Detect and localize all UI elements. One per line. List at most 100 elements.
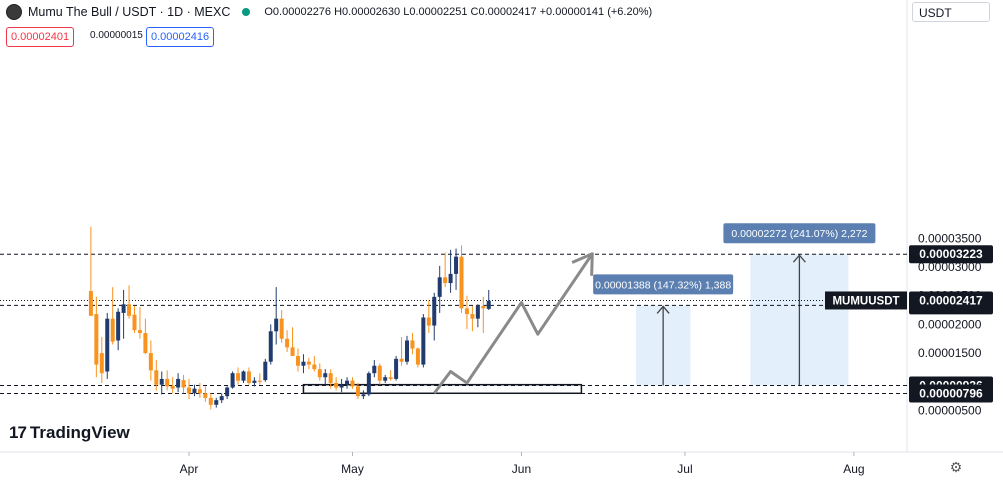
candle-body[interactable] <box>372 365 377 374</box>
candle-body[interactable] <box>170 385 175 389</box>
candle-body[interactable] <box>203 393 208 398</box>
candle-body[interactable] <box>137 330 142 334</box>
candle-body[interactable] <box>339 384 344 388</box>
candle-body[interactable] <box>464 308 469 315</box>
candle-body[interactable] <box>394 358 399 379</box>
candle-body[interactable] <box>132 314 137 331</box>
symbol-tag <box>825 291 907 310</box>
candle-body[interactable] <box>88 291 93 316</box>
candle-body[interactable] <box>383 377 388 381</box>
last-price-tag <box>909 291 993 310</box>
candle-body[interactable] <box>110 318 115 342</box>
candle-body[interactable] <box>187 387 191 394</box>
candle-body[interactable] <box>443 277 448 284</box>
candle-body[interactable] <box>317 369 322 378</box>
candle-body[interactable] <box>290 347 295 356</box>
candle-body[interactable] <box>296 355 300 366</box>
candle-body[interactable] <box>165 378 170 387</box>
candle-body[interactable] <box>328 373 333 383</box>
candle-body[interactable] <box>241 371 246 381</box>
price-range-label-box <box>723 223 876 244</box>
candle-body[interactable] <box>399 358 404 362</box>
candle-body[interactable] <box>486 300 491 309</box>
candle-body[interactable] <box>388 377 393 379</box>
candle-body[interactable] <box>176 378 181 388</box>
candle-body[interactable] <box>426 317 431 326</box>
y-tick-label: 0.00002000 <box>918 317 982 331</box>
candle-body[interactable] <box>421 317 426 365</box>
candle-body[interactable] <box>257 380 262 382</box>
candle-body[interactable] <box>312 364 317 370</box>
tradingview-name: TradingView <box>29 423 130 442</box>
candle-body[interactable] <box>377 365 382 381</box>
currency-selector[interactable]: USDT <box>912 2 990 22</box>
candle-body[interactable] <box>214 400 219 405</box>
candle-body[interactable] <box>230 373 235 388</box>
market-status-icon <box>242 8 251 16</box>
price-range-arrowhead <box>656 305 670 314</box>
candle-body[interactable] <box>225 387 230 397</box>
candle-body[interactable] <box>475 306 480 319</box>
gear-icon[interactable]: ⚙ <box>949 459 963 475</box>
candle-body[interactable] <box>219 396 224 401</box>
candle-body[interactable] <box>345 380 350 385</box>
candle-body[interactable] <box>208 397 213 405</box>
candle-body[interactable] <box>279 318 284 339</box>
candle-body[interactable] <box>181 380 186 388</box>
x-tick-label: Jul <box>677 462 692 476</box>
level-price-text: 0.00000796 <box>919 387 983 401</box>
candle-body[interactable] <box>143 333 148 354</box>
candle-body[interactable] <box>301 361 306 366</box>
candle-body[interactable] <box>274 318 279 332</box>
candle-body[interactable] <box>470 314 475 319</box>
candle-body[interactable] <box>334 382 339 388</box>
y-tick-label: 0.00003000 <box>918 260 982 274</box>
candle-body[interactable] <box>263 361 268 381</box>
candle-body[interactable] <box>437 277 442 297</box>
candle-body[interactable] <box>154 370 159 385</box>
ohlc-values: O0.00002276 H0.00002630 L0.00002251 C0.0… <box>264 6 653 18</box>
candle-body[interactable] <box>481 306 486 309</box>
candle-body[interactable] <box>405 340 409 362</box>
candle-body[interactable] <box>252 380 257 383</box>
x-tick-label: May <box>341 462 364 476</box>
price-range-arrowhead <box>792 254 806 263</box>
x-tick-label: Jun <box>512 462 531 476</box>
candle-body[interactable] <box>148 353 153 371</box>
symbol-title[interactable]: Mumu The Bull / USDT · 1D · MEXC <box>28 5 231 19</box>
candle-body[interactable] <box>459 256 464 309</box>
candle-body[interactable] <box>306 361 311 365</box>
candle-body[interactable] <box>415 348 420 365</box>
candle-body[interactable] <box>236 373 241 381</box>
candle-body[interactable] <box>197 389 202 394</box>
candle-body[interactable] <box>454 256 459 274</box>
candle-body[interactable] <box>192 388 197 394</box>
candle-body[interactable] <box>350 380 355 387</box>
candle-body[interactable] <box>361 394 366 397</box>
candle-body[interactable] <box>355 386 360 397</box>
last-price-text: 0.00002417 <box>919 293 983 307</box>
buy-price-box[interactable]: 0.00002416 <box>146 27 215 47</box>
candle-body[interactable] <box>246 371 251 383</box>
candle-body[interactable] <box>159 378 164 385</box>
candle-body[interactable] <box>99 353 104 374</box>
candle-body[interactable] <box>323 373 328 378</box>
tradingview-logo[interactable]: 17 TradingView <box>9 423 130 443</box>
spread-value: 0.00000015 <box>90 30 143 41</box>
candle-body[interactable] <box>285 338 290 348</box>
candle-body[interactable] <box>268 331 273 362</box>
candle-body[interactable] <box>366 373 371 395</box>
candle-body[interactable] <box>94 314 99 365</box>
projection-path[interactable] <box>433 252 594 395</box>
sell-price-box[interactable]: 0.00002401 <box>6 27 75 47</box>
symbol-tag-text: MUMUUSDT <box>832 295 899 307</box>
candle-body[interactable] <box>121 304 126 313</box>
y-tick-label: 0.00003500 <box>918 231 982 245</box>
candle-body[interactable] <box>105 318 110 372</box>
candle-body[interactable] <box>448 273 453 284</box>
candle-body[interactable] <box>116 311 121 341</box>
candle-body[interactable] <box>432 296 437 326</box>
candle-body[interactable] <box>127 304 132 316</box>
candle-body[interactable] <box>410 340 415 349</box>
